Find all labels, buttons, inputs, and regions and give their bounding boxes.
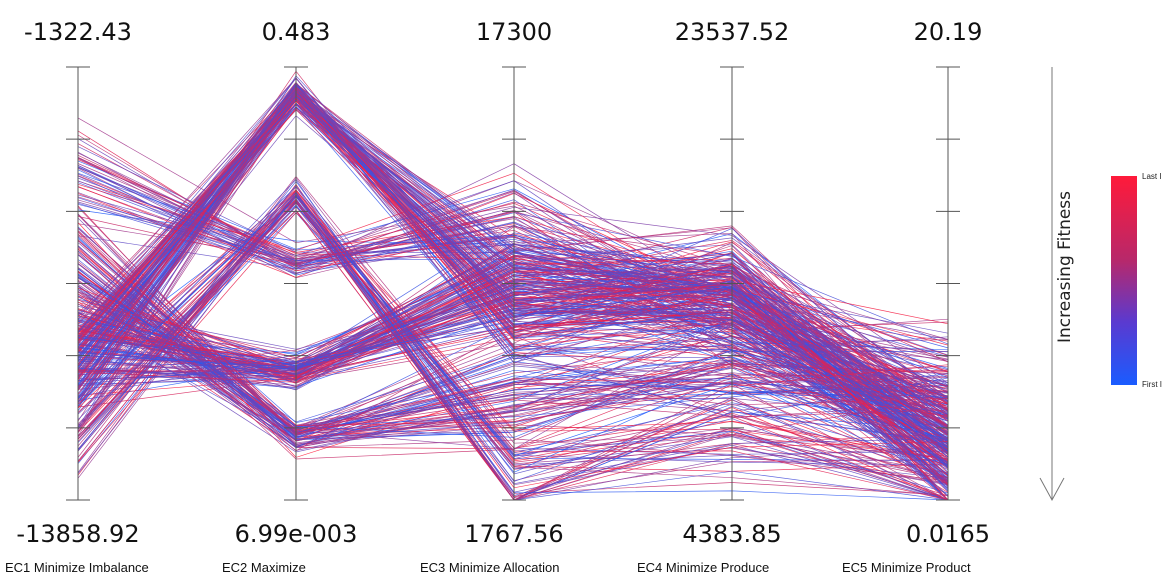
axis-max-label: -1322.43 — [24, 18, 132, 46]
fitness-arrow-head — [1039, 477, 1065, 502]
generation-colorbar — [1111, 176, 1137, 385]
fitness-arrow — [1039, 67, 1065, 502]
axis-1 — [66, 66, 90, 501]
axis-max-label: 0.483 — [261, 18, 331, 46]
axis-max-label: 23537.52 — [674, 18, 790, 46]
axis-min-label: 0.0165 — [906, 520, 990, 548]
axis-min-label: 4383.85 — [682, 520, 782, 548]
axis-2 — [284, 66, 308, 501]
axis-name: EC1 Minimize Imbalance — [5, 560, 149, 575]
series-lines — [77, 70, 949, 501]
axis-max-label: 17300 — [475, 18, 553, 46]
colorbar-bottom-label: First I — [1142, 380, 1162, 389]
axis-name: EC5 Minimize Product — [842, 560, 971, 575]
axis-name: EC3 Minimize Allocation — [420, 560, 560, 575]
axis-4 — [720, 66, 744, 501]
axis-max-label: 20.19 — [913, 18, 983, 46]
colorbar-top-label: Last I — [1142, 172, 1162, 181]
axis-min-label: 6.99e-003 — [234, 520, 358, 548]
axis-name: EC4 Minimize Produce — [637, 560, 770, 575]
axis-5 — [936, 66, 960, 501]
axis-min-label: 1767.56 — [464, 520, 564, 548]
axis-3 — [502, 66, 526, 501]
fitness-direction-label: Increasing Fitness — [1055, 190, 1075, 344]
axis-min-label: -13858.92 — [16, 520, 140, 548]
axis-name: EC2 Maximize — [222, 560, 306, 575]
